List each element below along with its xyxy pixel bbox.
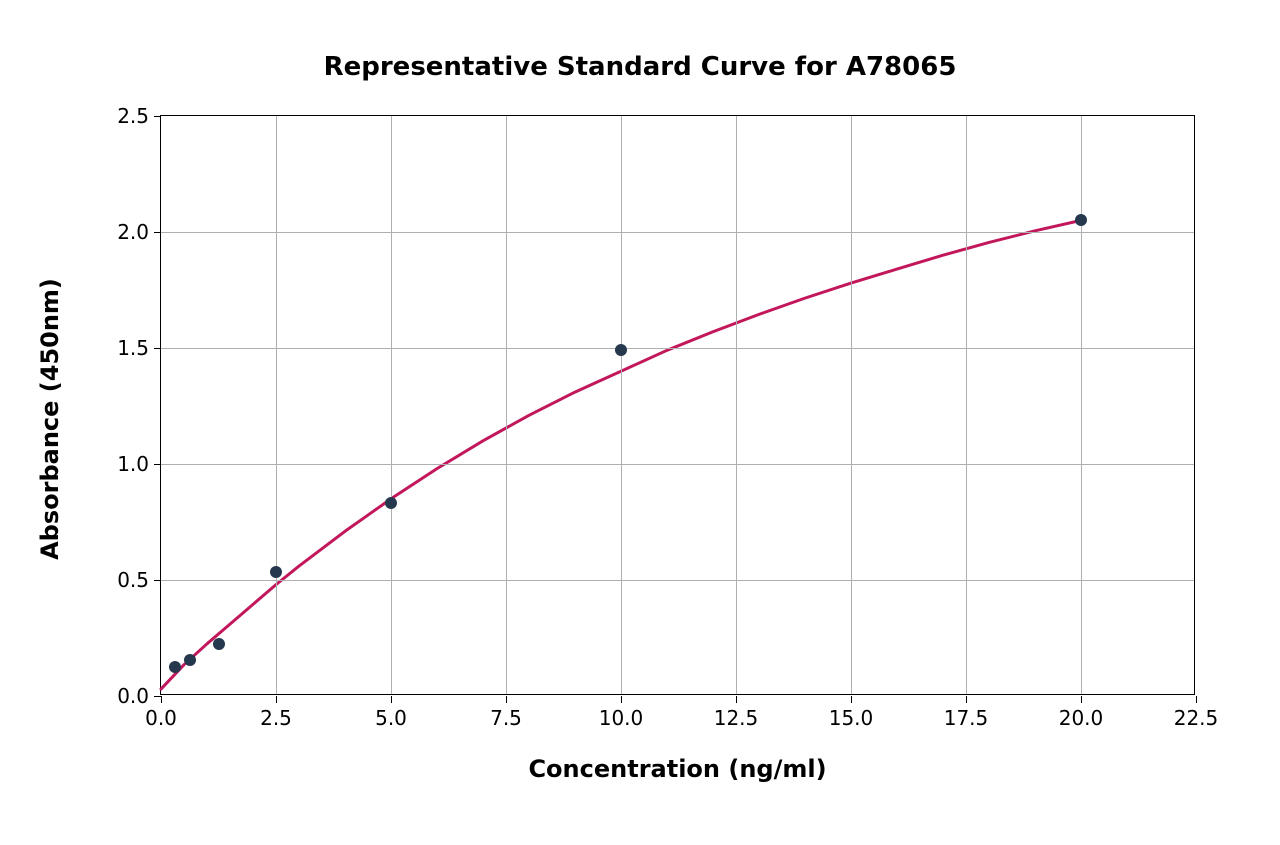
x-tick-mark: [506, 696, 507, 703]
data-point: [270, 566, 282, 578]
y-tick-label: 1.5: [117, 336, 149, 360]
grid-line-vertical: [621, 116, 622, 694]
data-point: [184, 654, 196, 666]
x-tick-mark: [161, 696, 162, 703]
curve-line: [161, 116, 1196, 696]
data-point: [213, 638, 225, 650]
x-tick-label: 17.5: [944, 706, 989, 730]
x-tick-mark: [1196, 696, 1197, 703]
y-tick-label: 2.5: [117, 104, 149, 128]
y-tick-mark: [154, 232, 161, 233]
y-tick-label: 0.0: [117, 684, 149, 708]
data-point: [1075, 214, 1087, 226]
y-tick-mark: [154, 116, 161, 117]
chart-title: Representative Standard Curve for A78065: [0, 52, 1280, 82]
plot-area: 0.02.55.07.510.012.515.017.520.022.50.00…: [160, 115, 1195, 695]
grid-line-horizontal: [161, 232, 1194, 233]
x-tick-label: 22.5: [1174, 706, 1219, 730]
x-tick-label: 2.5: [260, 706, 292, 730]
grid-line-vertical: [391, 116, 392, 694]
grid-line-vertical: [966, 116, 967, 694]
y-tick-label: 2.0: [117, 220, 149, 244]
grid-line-vertical: [276, 116, 277, 694]
data-point: [169, 661, 181, 673]
x-tick-label: 7.5: [490, 706, 522, 730]
x-tick-mark: [621, 696, 622, 703]
y-tick-label: 0.5: [117, 568, 149, 592]
x-tick-label: 12.5: [714, 706, 759, 730]
x-tick-label: 5.0: [375, 706, 407, 730]
x-tick-mark: [391, 696, 392, 703]
y-tick-mark: [154, 580, 161, 581]
x-tick-label: 10.0: [599, 706, 644, 730]
grid-line-horizontal: [161, 580, 1194, 581]
x-tick-mark: [276, 696, 277, 703]
grid-line-vertical: [1081, 116, 1082, 694]
x-tick-mark: [966, 696, 967, 703]
grid-line-horizontal: [161, 464, 1194, 465]
data-point: [615, 344, 627, 356]
y-tick-label: 1.0: [117, 452, 149, 476]
x-tick-label: 0.0: [145, 706, 177, 730]
x-tick-label: 15.0: [829, 706, 874, 730]
grid-line-horizontal: [161, 348, 1194, 349]
grid-line-vertical: [736, 116, 737, 694]
x-tick-mark: [851, 696, 852, 703]
y-tick-mark: [154, 464, 161, 465]
y-axis-label: Absorbance (450nm): [36, 278, 64, 560]
x-tick-label: 20.0: [1059, 706, 1104, 730]
grid-line-vertical: [851, 116, 852, 694]
x-tick-mark: [736, 696, 737, 703]
grid-line-vertical: [506, 116, 507, 694]
y-tick-mark: [154, 348, 161, 349]
x-axis-label: Concentration (ng/ml): [160, 755, 1195, 783]
data-point: [385, 497, 397, 509]
y-tick-mark: [154, 696, 161, 697]
chart-container: Representative Standard Curve for A78065…: [0, 0, 1280, 845]
x-tick-mark: [1081, 696, 1082, 703]
